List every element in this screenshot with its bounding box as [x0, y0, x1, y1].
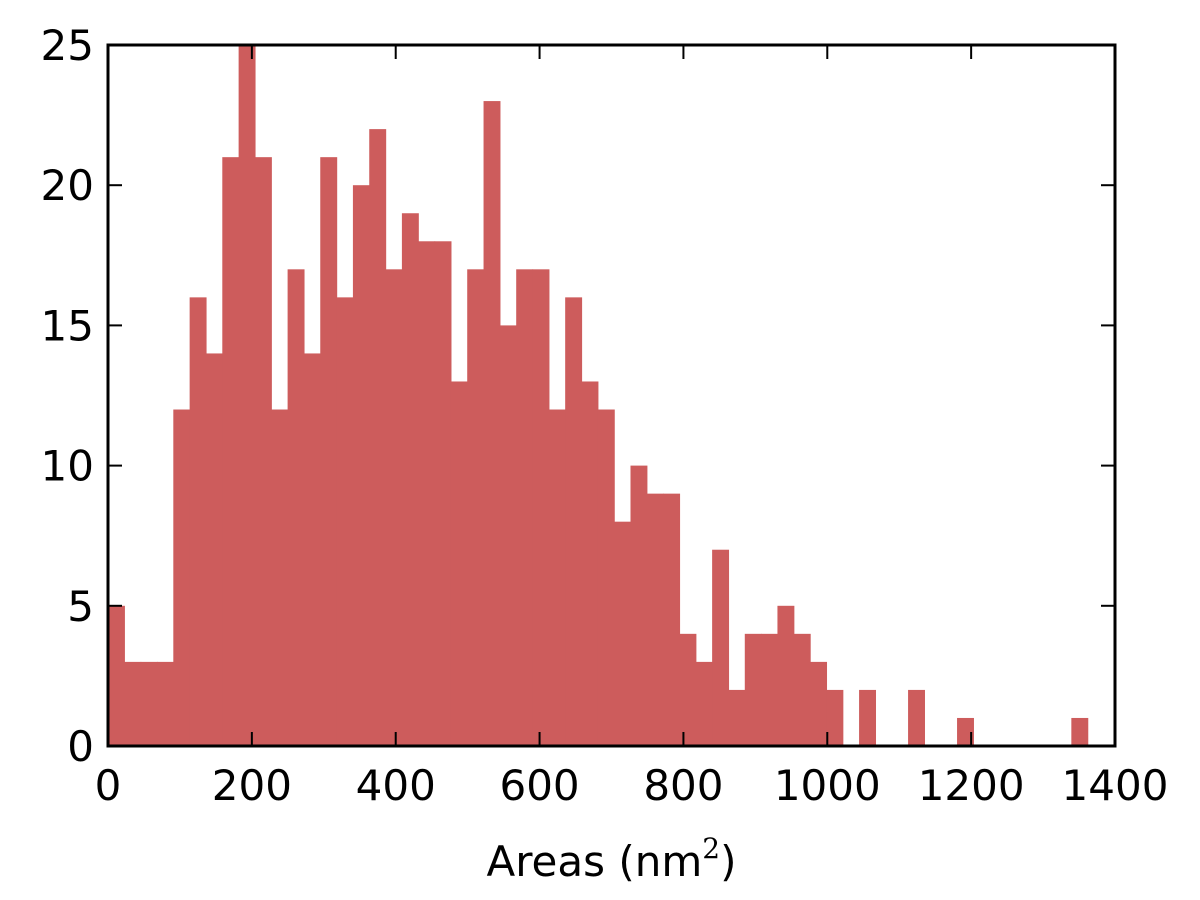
histogram-bar: [712, 549, 730, 746]
histogram-bar: [581, 381, 599, 746]
histogram-bar: [450, 381, 468, 746]
x-tick-label: 400: [356, 761, 436, 810]
histogram-bar: [744, 633, 762, 746]
histogram-bar: [156, 661, 174, 746]
x-axis-label-suffix: ): [720, 837, 736, 886]
histogram-bar: [222, 157, 240, 746]
histogram-bars: [108, 45, 1089, 747]
x-tick-label: 1000: [774, 761, 881, 810]
histogram-bar: [548, 409, 566, 746]
histogram-bar: [810, 661, 828, 746]
histogram-bar: [418, 241, 436, 746]
histogram-bar: [320, 157, 338, 746]
histogram-bar: [401, 213, 419, 747]
histogram-bar: [205, 353, 223, 746]
histogram-bar: [352, 185, 370, 746]
y-tick-label: 25: [41, 21, 94, 70]
histogram-bar: [467, 269, 485, 746]
histogram-bar: [957, 717, 974, 746]
histogram-bar: [663, 493, 681, 746]
x-tick-labels: 0 200 400 600 800 1000 1200 1400: [95, 761, 1169, 810]
histogram-bar: [483, 101, 501, 746]
histogram-bar: [173, 409, 191, 746]
x-tick-label: 600: [499, 761, 579, 810]
histogram-bar: [614, 521, 632, 746]
histogram-bar: [728, 689, 746, 746]
histogram-bar: [499, 325, 517, 746]
histogram-bar: [826, 689, 844, 746]
histogram-bar: [124, 661, 142, 746]
x-tick-label: 800: [643, 761, 723, 810]
histogram-bar: [908, 689, 925, 746]
histogram-bar: [597, 409, 615, 746]
histogram-bar: [336, 297, 354, 746]
y-tick-labels: 0 5 10 15 20 25: [41, 21, 94, 771]
histogram-bar: [859, 689, 877, 746]
x-tick-label: 1200: [918, 761, 1025, 810]
histogram-bar: [516, 269, 534, 746]
histogram-bar: [434, 241, 452, 746]
histogram-bar: [189, 297, 207, 746]
histogram-bar: [679, 633, 697, 746]
histogram-bar: [565, 297, 583, 746]
y-tick-label: 15: [41, 301, 94, 350]
plot-frame: [106, 43, 1117, 748]
histogram-bar: [630, 465, 648, 746]
histogram-bar: [793, 633, 811, 746]
histogram-bar: [695, 661, 713, 746]
histogram-bar: [303, 353, 321, 746]
histogram-bar: [1071, 717, 1089, 746]
x-tick-label: 0: [95, 761, 122, 810]
histogram-bar: [254, 157, 272, 746]
histogram-bar: [238, 45, 256, 746]
y-tick-label: 10: [41, 442, 94, 491]
histogram-bar: [761, 633, 779, 746]
histogram-bar: [140, 661, 158, 746]
histogram-bar: [777, 605, 795, 746]
histogram-bar: [646, 493, 664, 746]
histogram-bar: [108, 605, 125, 746]
histogram-bar: [532, 269, 550, 746]
y-tick-label: 20: [41, 161, 94, 210]
x-tick-label: 1400: [1062, 761, 1169, 810]
histogram-bar: [385, 269, 403, 746]
x-tick-label: 200: [212, 761, 292, 810]
y-tick-label: 0: [67, 722, 94, 771]
x-axis-label-text: Areas (nm: [486, 837, 702, 886]
histogram-bar: [271, 409, 289, 746]
histogram-bar: [369, 129, 387, 746]
x-axis-label: Areas (nm2): [486, 832, 736, 886]
y-tick-label: 5: [67, 582, 94, 631]
histogram-bar: [287, 269, 305, 746]
x-axis-label-superscript: 2: [702, 832, 720, 865]
